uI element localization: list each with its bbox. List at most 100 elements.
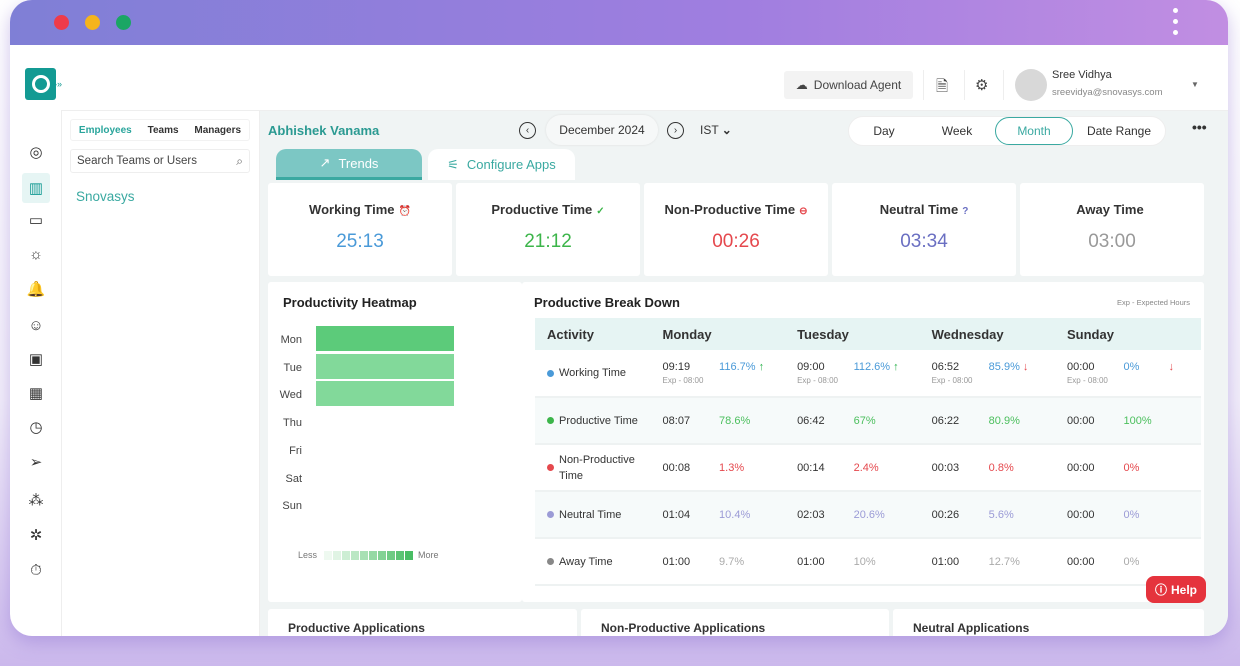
timezone-select[interactable]: IST ⌄: [700, 123, 732, 137]
legend-more: More: [418, 550, 439, 560]
time-value: 00:00: [1066, 361, 1095, 373]
stat-value: 25:13: [336, 231, 384, 252]
time-value: 00:03: [931, 461, 960, 474]
percent-value: 67%: [853, 414, 876, 427]
stat-value: 03:34: [900, 231, 948, 252]
settings-gear-icon[interactable]: ⚙: [975, 77, 989, 94]
stat-value: 00:26: [712, 231, 760, 252]
heatmap-cell[interactable]: [316, 353, 454, 379]
clock-icon[interactable]: ◷: [29, 419, 43, 436]
date-picker[interactable]: December 2024: [546, 115, 658, 145]
activity-name: Away Time: [559, 555, 613, 568]
time-value: 00:00: [1066, 555, 1095, 568]
search-input[interactable]: Search Teams or Users ⌕: [70, 149, 250, 173]
percent-value: 80.9%: [988, 414, 1020, 427]
range-date-range[interactable]: Date Range: [1086, 124, 1152, 138]
table-row: Neutral Time 01:04 10.4% 02:03 20.6% 00:26 5.6…: [535, 491, 1201, 539]
tab-configure-label: Configure Apps: [466, 157, 556, 172]
stat-card: Non-Productive Time ⊖ 00:26: [644, 183, 828, 276]
percent-value: 20.6%: [853, 508, 885, 521]
stat-label-text: Productive Time: [491, 202, 593, 217]
expand-sidebar-icon[interactable]: »»: [52, 79, 63, 89]
org-item-snovasys[interactable]: Snovasys: [76, 189, 135, 204]
time-value: 00:00: [1066, 461, 1095, 474]
activity-name: Neutral Time: [559, 508, 622, 521]
time-value: 01:00: [931, 555, 960, 568]
non-productive-applications-card: Non-Productive Applications: [581, 609, 889, 636]
time-value: 06:22: [931, 414, 960, 427]
chevron-down-icon: ⌄: [721, 123, 732, 137]
heatmap-day-label: Tue: [283, 361, 302, 374]
target-icon[interactable]: ◎: [29, 144, 43, 161]
percent-value: 100%: [1123, 414, 1152, 427]
idea-icon[interactable]: ☼: [29, 245, 43, 263]
chart-icon[interactable]: ▥: [22, 173, 50, 203]
productive-breakdown-card: Productive Break Down Exp - Expected Hou…: [522, 282, 1204, 602]
alarm-icon[interactable]: 🔔: [26, 281, 46, 298]
timer-icon[interactable]: ⏱: [30, 561, 42, 579]
expected-hours: Exp - 08:00: [662, 376, 704, 385]
briefcase-icon[interactable]: ▣: [28, 351, 44, 368]
heatmap-cell[interactable]: [316, 381, 454, 407]
stat-label-text: Away Time: [1076, 202, 1144, 217]
tab-trends[interactable]: ↗ Trends: [276, 149, 422, 180]
user-icon[interactable]: ☺: [28, 316, 44, 334]
header-divider: [62, 110, 1228, 111]
column-header: Tuesday: [797, 318, 932, 350]
tab-employees[interactable]: Employees: [78, 124, 132, 136]
percent-value: 85.9%: [988, 361, 1020, 373]
team-icon[interactable]: ✲: [29, 527, 43, 544]
document-icon[interactable]: 🗎: [936, 78, 949, 95]
time-value: 00:08: [662, 461, 691, 474]
tab-teams[interactable]: Teams: [147, 124, 179, 136]
activity-name: Non-Productive Time: [559, 453, 635, 482]
chevron-down-icon[interactable]: ▼: [1191, 80, 1199, 89]
date-label: December 2024: [559, 123, 645, 137]
minimize-window-button[interactable]: [85, 15, 100, 30]
percent-value: 12.7%: [988, 555, 1020, 568]
download-agent-button[interactable]: ☁ Download Agent: [784, 71, 913, 99]
help-button[interactable]: ⓘ Help: [1146, 576, 1206, 603]
window-menu-icon[interactable]: [1173, 8, 1179, 41]
range-month[interactable]: Month: [995, 117, 1073, 145]
arrow-up-icon: ↑: [893, 361, 899, 373]
previous-month-icon[interactable]: ‹: [519, 122, 536, 139]
close-window-button[interactable]: [54, 15, 69, 30]
column-header: Activity: [535, 318, 663, 350]
next-month-icon[interactable]: ›: [667, 122, 684, 139]
time-value: 00:26: [931, 508, 960, 521]
heatmap-cell[interactable]: [316, 326, 454, 351]
productive-applications-card: Productive Applications: [268, 609, 577, 636]
time-value: 00:00: [1066, 414, 1095, 427]
card-title: Non-Productive Applications: [601, 621, 766, 635]
percent-value: 0%: [1123, 508, 1140, 521]
maximize-window-button[interactable]: [116, 15, 131, 30]
org-icon[interactable]: ⁂: [28, 492, 44, 509]
range-day[interactable]: Day: [873, 124, 895, 138]
calendar-icon[interactable]: ▦: [28, 385, 44, 402]
breakdown-table: Activity Monday Tuesday Wednesday Sunday Work…: [535, 318, 1201, 586]
range-week[interactable]: Week: [941, 124, 973, 138]
tab-configure-apps[interactable]: ⚟ Configure Apps: [428, 149, 575, 180]
percent-value: 10%: [853, 555, 876, 568]
percent-value: 10.4%: [719, 508, 751, 521]
avatar[interactable]: [1015, 69, 1047, 101]
time-value: 06:52: [931, 361, 960, 373]
search-icon[interactable]: ⌕: [236, 154, 243, 168]
percent-value: 116.7%: [719, 361, 756, 373]
stat-card: Neutral Time? 03:34: [832, 183, 1016, 276]
help-label: Help: [1171, 582, 1198, 597]
tab-managers[interactable]: Managers: [194, 124, 242, 136]
heatmap-day-label: Sun: [282, 500, 302, 513]
divider: [923, 70, 924, 100]
percent-value: 0%: [1123, 361, 1140, 373]
table-row: Away Time 01:00 9.7% 01:00 10% 01:00 12.7% 00:0…: [535, 538, 1201, 586]
ticket-icon[interactable]: ▭: [28, 212, 44, 229]
stat-icon: ✓: [596, 206, 605, 217]
more-options-icon[interactable]: •••: [1192, 119, 1207, 135]
send-icon[interactable]: ➢: [29, 454, 43, 471]
stat-card: Productive Time ✓ 21:12: [456, 183, 640, 276]
percent-value: 78.6%: [719, 414, 751, 427]
status-dot: [547, 417, 554, 424]
stat-icon: ⊖: [799, 206, 808, 217]
